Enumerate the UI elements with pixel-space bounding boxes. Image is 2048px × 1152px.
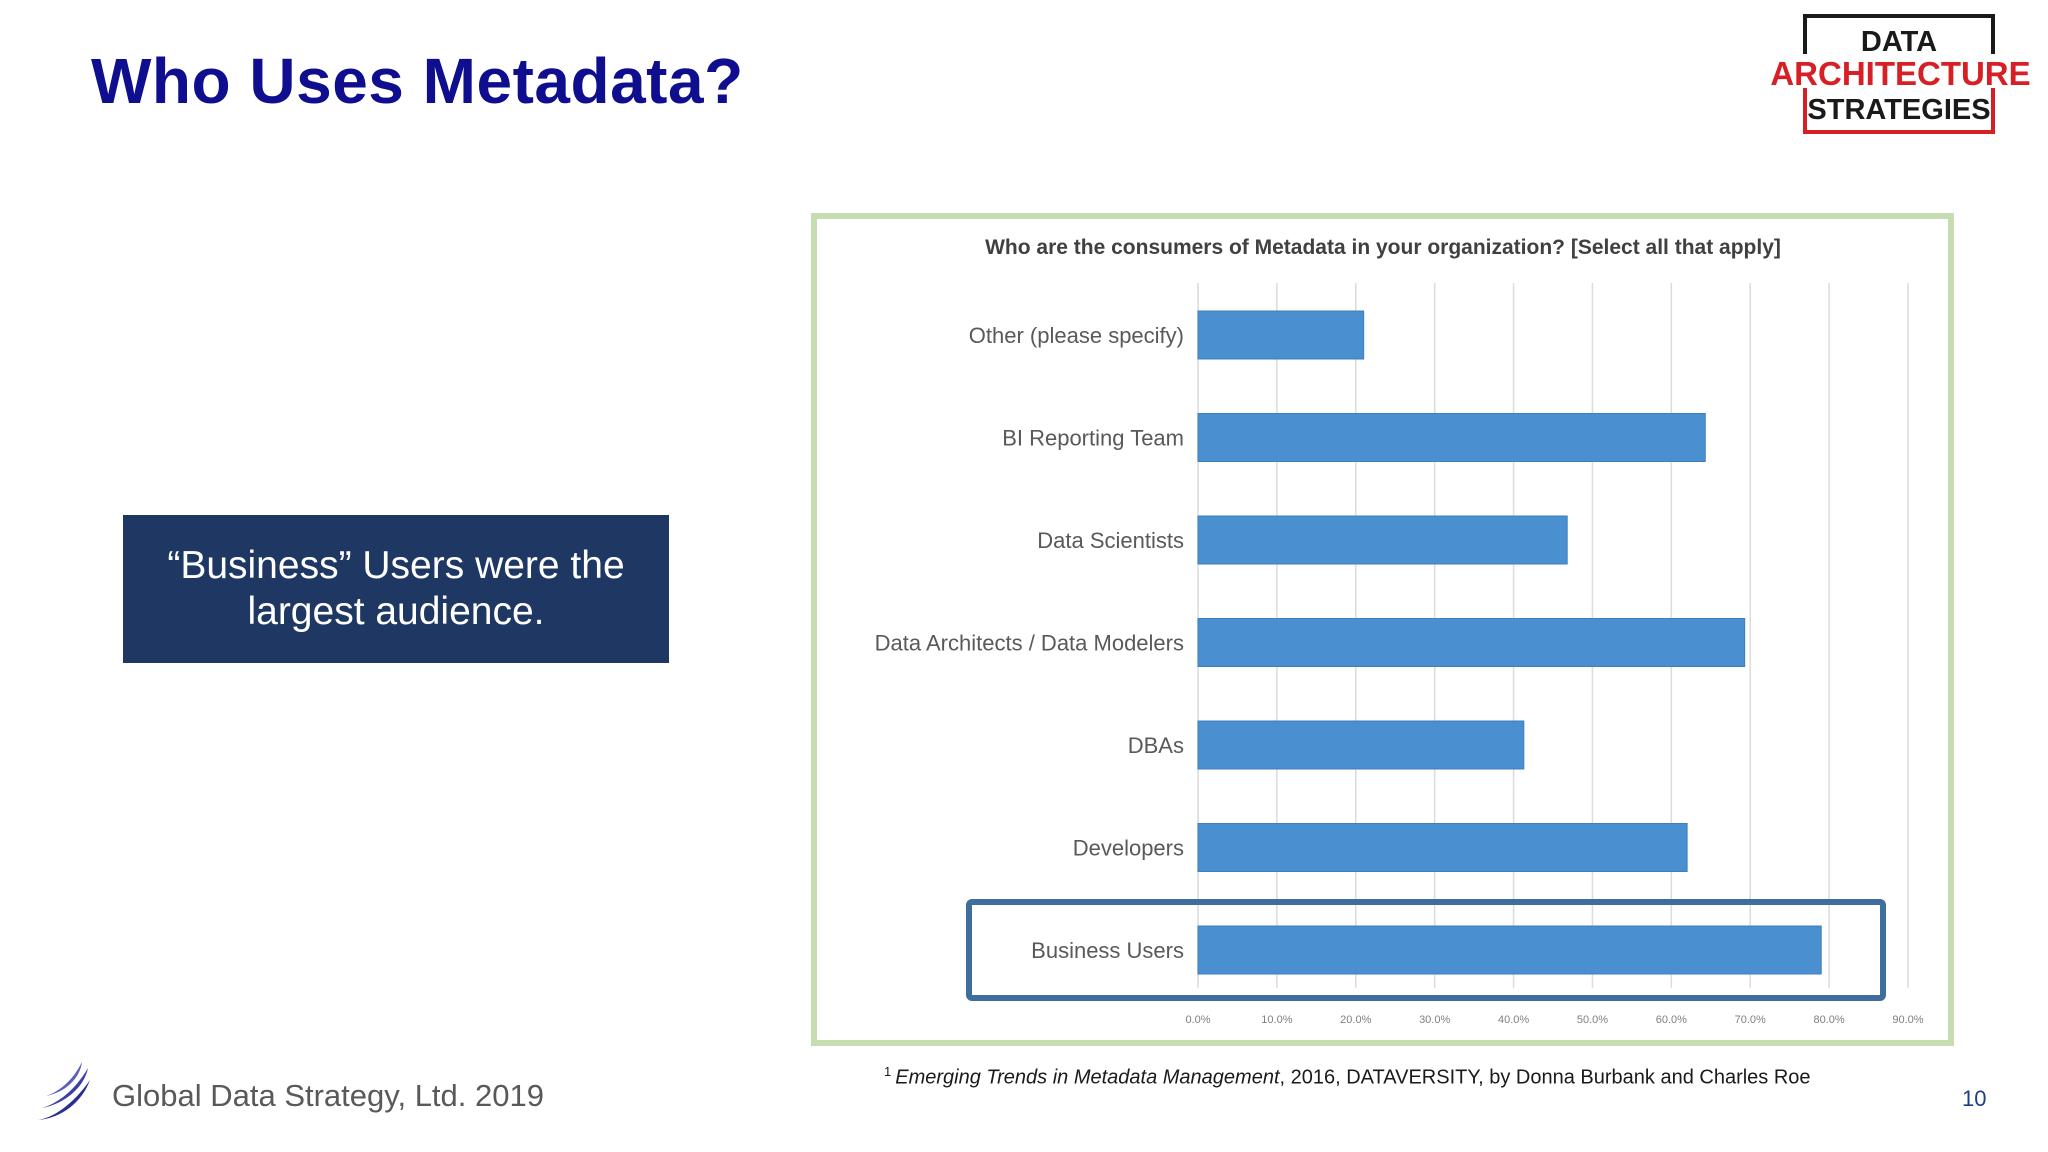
- x-tick-label: 90.0%: [1892, 1014, 1923, 1026]
- logo-line-2: ARCHITECTURE: [1770, 55, 2031, 92]
- footnote: 1 Emerging Trends in Metadata Management,…: [884, 1064, 1811, 1090]
- x-tick-label: 0.0%: [1185, 1014, 1210, 1026]
- chart-bars: [1197, 310, 1822, 975]
- category-label: DBAs: [1128, 733, 1184, 758]
- callout-box: “Business” Users were the largest audien…: [123, 515, 669, 663]
- page-number: 10: [1962, 1086, 1987, 1111]
- footnote-title: Emerging Trends in Metadata Management: [895, 1066, 1280, 1089]
- slide-title: Who Uses Metadata?: [91, 45, 744, 117]
- bar-other-please-specify: [1197, 310, 1365, 360]
- callout-text: “Business” Users were the largest audien…: [167, 544, 625, 633]
- chart-frame: [811, 213, 1954, 1046]
- logo-frame-left: [1803, 14, 1807, 54]
- x-tick-label: 70.0%: [1735, 1014, 1766, 1026]
- x-tick-label: 20.0%: [1340, 1014, 1371, 1026]
- bar-business-users: [1197, 925, 1822, 975]
- logo-line-1: DATA: [1860, 26, 1938, 58]
- global-data-strategy-logo-icon: [38, 1062, 90, 1120]
- category-label: Data Scientists: [1037, 528, 1184, 553]
- bar-dbas: [1197, 720, 1525, 770]
- x-tick-label: 40.0%: [1498, 1014, 1529, 1026]
- logo-frame-red-bottom: [1803, 130, 1995, 134]
- chart-tick-labels: 0.0% 10.0% 20.0% 30.0% 40.0% 50.0% 60.0% 70.0% 8…: [1185, 1014, 1923, 1026]
- company-name: Global Data Strategy, Ltd. 2019: [112, 1078, 544, 1113]
- x-tick-label: 10.0%: [1261, 1014, 1292, 1026]
- logo-frame-right: [1991, 14, 1995, 54]
- x-tick-label: 50.0%: [1577, 1014, 1608, 1026]
- category-label: Developers: [1073, 836, 1184, 861]
- footnote-marker: 1: [884, 1064, 892, 1079]
- x-tick-label: 30.0%: [1419, 1014, 1450, 1026]
- chart-title: Who are the consumers of Metadata in you…: [985, 236, 1781, 259]
- bar-bi-reporting-team: [1197, 413, 1706, 462]
- category-label: BI Reporting Team: [1002, 426, 1184, 451]
- x-tick-label: 80.0%: [1814, 1014, 1845, 1026]
- chart-category-labels: Other (please specify) BI Reporting Team D…: [875, 323, 1184, 963]
- bar-data-architects-data-modelers: [1197, 618, 1746, 667]
- x-tick-label: 60.0%: [1656, 1014, 1687, 1026]
- logo-frame-red-right: [1991, 88, 1995, 134]
- bar-chart: Other (please specify) BI Reporting Team D…: [875, 236, 1924, 1026]
- category-label: Other (please specify): [969, 323, 1184, 348]
- highlight-box: [966, 899, 1886, 1001]
- logo-line-3: STRATEGIES: [1807, 94, 1991, 126]
- category-label: Data Architects / Data Modelers: [875, 631, 1184, 656]
- category-label: Business Users: [1031, 938, 1184, 963]
- logo-frame-red-left: [1803, 88, 1807, 134]
- logo-frame-top: [1803, 14, 1995, 18]
- data-architecture-strategies-logo: DATA ARCHITECTURE STRATEGIES: [1758, 12, 2043, 138]
- bar-data-scientists: [1197, 515, 1568, 565]
- bar-developers: [1197, 823, 1688, 872]
- footnote-rest: , 2016, DATAVERSITY, by Donna Burbank an…: [1279, 1066, 1811, 1089]
